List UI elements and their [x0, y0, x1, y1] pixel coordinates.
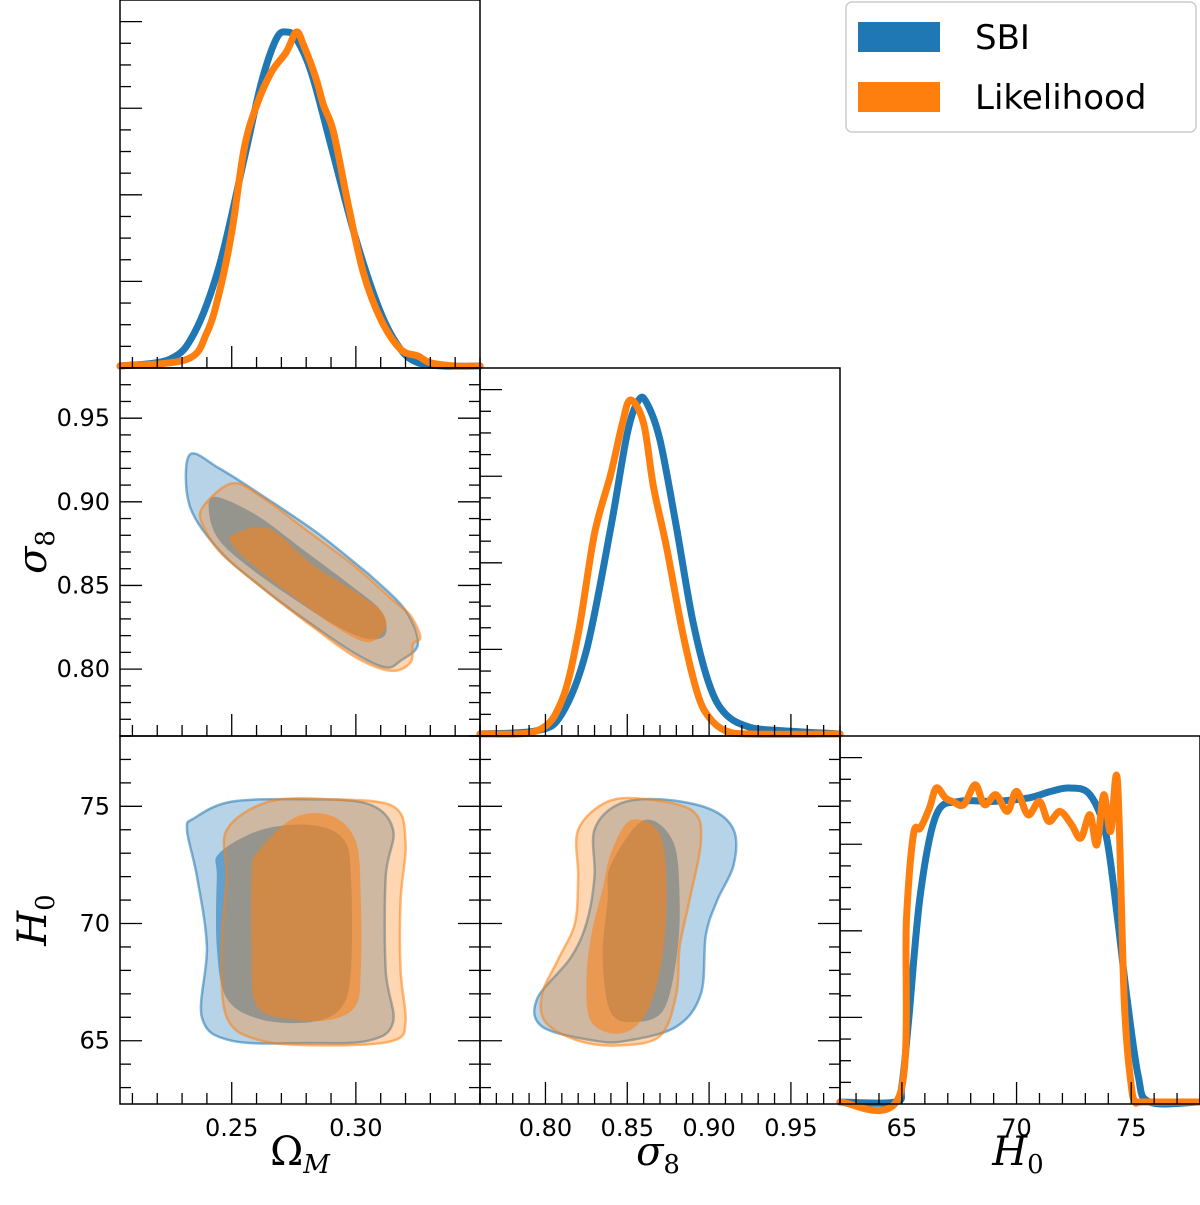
joint-h0-sigma8-xtick-label: 0.80 [519, 1114, 572, 1142]
legend-swatch-sbi [858, 22, 940, 52]
joint-h0-sigma8-xtick-label: 0.85 [601, 1114, 654, 1142]
x-axis-label-omega-m: ΩM [270, 1129, 331, 1180]
legend: SBI Likelihood [845, 1, 1197, 133]
contour-likelihood-68 [229, 527, 387, 643]
contour-likelihood-68 [251, 813, 362, 1022]
joint-h0-sigma8-xtick-label: 0.90 [682, 1114, 735, 1142]
joint-sigma8-omega_m-ytick-label: 0.85 [57, 571, 110, 599]
marginal-h0-xtick-label: 70 [1001, 1114, 1032, 1142]
panel-joint-h0-sigma8: 0.80 0.85 0.90 0.95 [479, 735, 841, 1142]
legend-swatch-likelihood [858, 82, 940, 112]
marginal-line-h0-sbi [836, 784, 1200, 1108]
panel-marginal-sigma8 [476, 367, 844, 738]
marginal-line-omega_m-likelihood [116, 28, 484, 370]
marginal-line-sigma8-sbi [476, 393, 844, 738]
legend-label-likelihood: Likelihood [975, 78, 1146, 118]
joint-h0-omega_m-xtick-label: 0.25 [205, 1114, 258, 1142]
panel-marginal-h0: 65 70 75 [836, 735, 1200, 1142]
x-axis-label-sigma8: σ8 [636, 1129, 680, 1180]
marginal-line-omega_m-sbi [116, 28, 484, 370]
joint-sigma8-omega_m-ytick-label: 0.95 [57, 404, 110, 432]
x-axis-label-h0: H0 [991, 1129, 1043, 1180]
marginal-h0-xtick-label: 75 [1116, 1114, 1147, 1142]
joint-sigma8-omega_m-ytick-label: 0.90 [57, 488, 110, 516]
panel-frame-omega_m [119, 0, 481, 369]
marginal-line-h0-likelihood [836, 771, 1200, 1115]
joint-h0-sigma8-xtick-label: 0.95 [764, 1114, 817, 1142]
panel-marginal-omega_m [116, 0, 484, 370]
marginal-line-sigma8-likelihood [476, 396, 844, 738]
joint-h0-omega_m-ytick-label: 70 [79, 910, 110, 938]
panel-joint-sigma8-omega_m: 0.80 0.85 0.90 0.95 [57, 367, 481, 737]
marginal-h0-xtick-label: 65 [887, 1114, 918, 1142]
y-axis-label-sigma8: σ8 [10, 530, 61, 574]
contour-likelihood-68 [586, 819, 667, 1034]
panel-frame-sigma8 [479, 367, 841, 737]
legend-label-sbi: SBI [975, 18, 1030, 58]
joint-h0-omega_m-xtick-label: 0.30 [329, 1114, 382, 1142]
joint-h0-omega_m-ytick-label: 75 [79, 792, 110, 820]
joint-h0-omega_m-ytick-label: 65 [79, 1027, 110, 1055]
joint-sigma8-omega_m-ytick-label: 0.80 [57, 655, 110, 683]
panel-frame-h0-sigma8 [479, 735, 841, 1105]
y-axis-label-h0: H0 [10, 894, 61, 946]
panel-joint-h0-omega_m: 0.25 0.30 65 70 75 [79, 735, 481, 1142]
